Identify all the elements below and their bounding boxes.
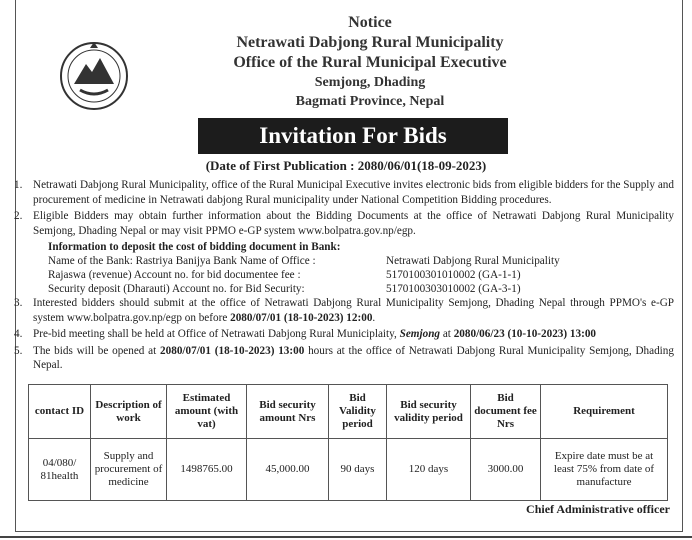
list-item: 1. Netrawati Dabjong Rural Municipality, … [14, 178, 674, 207]
location: Semjong, Dhading [314, 75, 426, 90]
cell-document-fee: 3000.00 [470, 438, 541, 501]
notice-label: Notice [348, 14, 392, 31]
table-header-row: contact ID Description of work Estimated… [28, 384, 668, 439]
col-estimated-amount: Estimated amount (with vat) [166, 384, 247, 439]
col-requirement: Requirement [540, 384, 668, 439]
cell-security-validity: 120 days [386, 438, 471, 501]
cell-estimated-amount: 1498765.00 [166, 438, 247, 501]
office-name: Office of the Rural Municipal Executive [233, 54, 507, 71]
bank-info: Information to deposit the cost of biddi… [48, 240, 674, 296]
item-number: 1. [14, 179, 23, 191]
bolpatra-link[interactable]: www.bolpatra.gov.np/egp [297, 224, 414, 237]
notice-frame [15, 0, 683, 532]
col-bid-security: Bid security amount Nrs [246, 384, 329, 439]
bank-heading: Information to deposit the cost of biddi… [48, 241, 341, 253]
bank-row: Rajaswa (revenue) Account no. for bid do… [48, 269, 521, 281]
table-row: 04/080/ 81health Supply and procurement … [28, 438, 668, 501]
publication-date: (Date of First Publication : 2080/06/01(… [205, 158, 487, 173]
divider [0, 536, 692, 538]
signature: Chief Administrative officer [526, 502, 670, 516]
bid-table: contact ID Description of work Estimated… [28, 384, 668, 501]
col-contact-id: contact ID [28, 384, 91, 439]
municipality-name: Netrawati Dabjong Rural Municipality [236, 34, 504, 51]
cell-bid-security: 45,000.00 [246, 438, 329, 501]
bank-row: Name of the Bank: Rastriya Banijya Bank … [48, 255, 560, 267]
title-banner: Invitation For Bids [198, 118, 508, 154]
list-item: 4. Pre-bid meeting shall be held at Offic… [14, 328, 597, 340]
list-item: 2. Eligible Bidders may obtain further in… [14, 209, 674, 238]
cell-validity: 90 days [328, 438, 387, 501]
cell-contact-id: 04/080/ 81health [28, 438, 91, 501]
item-text: Eligible Bidders may obtain further info… [33, 210, 674, 237]
col-description: Description of work [90, 384, 167, 439]
bank-row: Security deposit (Dharauti) Account no. … [48, 283, 521, 295]
col-document-fee: Bid document fee Nrs [470, 384, 541, 439]
province: Bagmati Province, Nepal [295, 94, 445, 109]
col-security-validity: Bid security validity period [386, 384, 471, 439]
list-item: 5. The bids will be opened at 2080/07/01 … [14, 344, 674, 372]
cell-description: Supply and procurement of medicine [90, 438, 167, 501]
cell-requirement: Expire date must be at least 75% from da… [540, 438, 668, 501]
municipality-emblem-logo [60, 42, 128, 110]
notice-body: 1. Netrawati Dabjong Rural Municipality, … [14, 178, 674, 375]
item-number: 2. [14, 210, 23, 222]
list-item: 3. Interested bidders should submit at th… [14, 297, 674, 324]
item-text: Netrawati Dabjong Rural Municipality, of… [33, 179, 674, 206]
col-validity: Bid Validity period [328, 384, 387, 439]
